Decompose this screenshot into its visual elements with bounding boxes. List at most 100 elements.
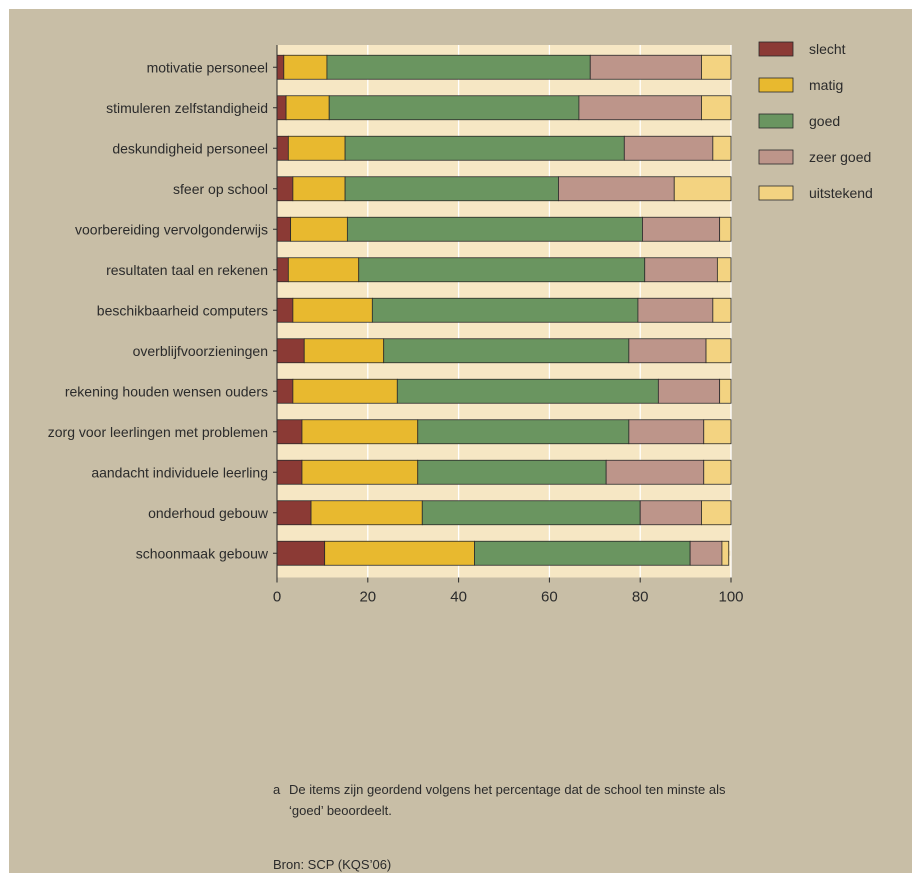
bar-segment (276, 257, 289, 283)
bar-segment (719, 378, 732, 404)
bar-segment (642, 216, 721, 242)
bar-segment (644, 257, 718, 283)
bar-segment (276, 95, 287, 121)
bar-segment (344, 135, 625, 161)
bar-segment (292, 378, 398, 404)
chart-frame: motivatie personeel stimuleren zelfstandi… (9, 9, 912, 873)
x-tick-label: 40 (450, 589, 467, 606)
legend-swatch (758, 149, 794, 165)
bar-segment (716, 257, 732, 283)
bar-segment (276, 176, 294, 202)
bar-segment (310, 500, 423, 526)
category-label: schoonmaak gebouw (136, 545, 269, 561)
bar-segment (283, 54, 328, 80)
category-label: overblijfvoorzieningen (133, 343, 268, 359)
bar-segment (623, 135, 714, 161)
category-label: resultaten taal en rekenen (106, 262, 268, 278)
bar-segment (276, 135, 289, 161)
bar-segment (290, 216, 348, 242)
category-label: motivatie personeel (147, 59, 268, 75)
bar-segment (292, 297, 373, 323)
bar-segment (344, 176, 559, 202)
bar-segment (703, 419, 732, 445)
bar-segment (276, 297, 294, 323)
footnote: a De items zijn geordend volgens het per… (273, 779, 753, 821)
bar-segment (276, 338, 305, 364)
x-tick-label: 20 (359, 589, 376, 606)
bar-segment (605, 459, 705, 485)
bar-segment (719, 216, 732, 242)
bar-segment (628, 338, 707, 364)
footnote-text: De items zijn geordend volgens het perce… (289, 782, 726, 818)
x-tick-label: 100 (718, 589, 743, 606)
bar-segment (705, 338, 732, 364)
legend-swatch (758, 77, 794, 93)
legend-label: uitstekend (809, 185, 873, 201)
category-label: beschikbaarheid computers (97, 302, 268, 318)
bar-segment (417, 419, 630, 445)
category-label: deskundigheid personeel (112, 140, 268, 156)
bar-segment (328, 95, 580, 121)
bar-segment (689, 540, 723, 566)
bar-segment (578, 95, 702, 121)
bar-segment (287, 135, 346, 161)
bar-segment (712, 135, 732, 161)
bar-segment (712, 297, 732, 323)
category-label: onderhoud gebouw (148, 505, 269, 521)
bar-segment (276, 459, 303, 485)
legend-swatch (758, 113, 794, 129)
bar-segment (417, 459, 607, 485)
bar-segment (703, 459, 732, 485)
bar-segment (276, 500, 312, 526)
bar-segment (639, 500, 702, 526)
bar-segment (657, 378, 721, 404)
bar-segment (287, 257, 360, 283)
x-tick-label: 60 (541, 589, 558, 606)
category-label: stimuleren zelfstandigheid (106, 100, 268, 116)
bar-segment (326, 54, 591, 80)
category-label: zorg voor leerlingen met problemen (48, 424, 268, 440)
bar-segment (701, 95, 732, 121)
bar-segment (276, 540, 326, 566)
bar-segment (396, 378, 659, 404)
bar-segment (701, 54, 732, 80)
bar-segment (292, 176, 346, 202)
bar-segment (721, 540, 730, 566)
category-label: voorbereiding vervolgonderwijs (75, 221, 268, 237)
bar-segment (589, 54, 702, 80)
stacked-bar-chart: motivatie personeel stimuleren zelfstandi… (48, 41, 873, 606)
bar-segment (346, 216, 643, 242)
bar-segment (474, 540, 691, 566)
footnote-marker: a (273, 782, 281, 797)
legend-label: slecht (809, 41, 846, 57)
bar-segment (358, 257, 646, 283)
bar-segment (276, 378, 294, 404)
bar-segment (628, 419, 705, 445)
legend-swatch (758, 185, 794, 201)
x-tick-label: 0 (273, 589, 281, 606)
category-label: sfeer op school (173, 181, 268, 197)
bar-segment (558, 176, 675, 202)
bar-segment (673, 176, 732, 202)
bar-segment (285, 95, 330, 121)
bar-segment (701, 500, 732, 526)
legend-label: matig (809, 77, 843, 93)
bar-segment (383, 338, 630, 364)
bar-segment (324, 540, 475, 566)
source-note: Bron: SCP (KQS’06) (273, 857, 392, 872)
category-label: aandacht individuele leerling (91, 464, 268, 480)
legend-label: zeer goed (809, 149, 871, 165)
bar-segment (276, 54, 285, 80)
bar-segment (303, 338, 385, 364)
category-label: rekening houden wensen ouders (65, 383, 268, 399)
bar-segment (371, 297, 639, 323)
bar-segment (637, 297, 714, 323)
bar-segment (276, 419, 303, 445)
x-tick-label: 80 (632, 589, 649, 606)
legend-label: goed (809, 113, 840, 129)
bar-segment (301, 419, 419, 445)
bar-segment (276, 216, 292, 242)
legend-swatch (758, 41, 794, 57)
bar-segment (301, 459, 419, 485)
bar-segment (421, 500, 641, 526)
